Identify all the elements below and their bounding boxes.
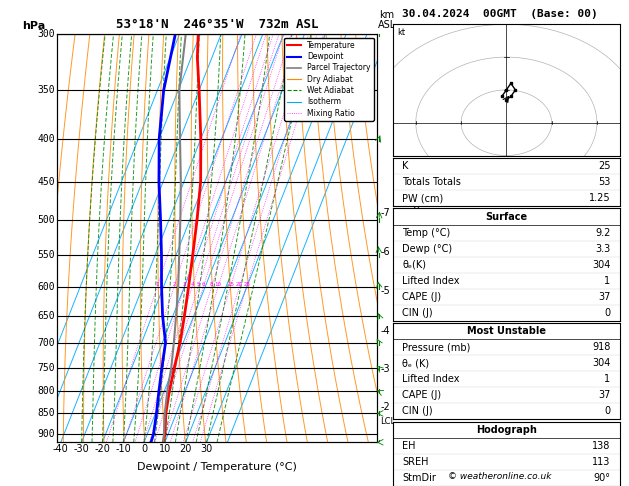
Text: EH: EH [402, 441, 416, 451]
Text: -5: -5 [381, 286, 391, 296]
Text: 500: 500 [37, 215, 55, 225]
Text: SREH: SREH [402, 457, 429, 467]
Text: CAPE (J): CAPE (J) [402, 292, 442, 302]
Text: 400: 400 [37, 134, 55, 144]
Title: 53°18'N  246°35'W  732m ASL: 53°18'N 246°35'W 732m ASL [116, 18, 318, 32]
Text: Lifted Index: Lifted Index [402, 374, 460, 384]
Text: 550: 550 [37, 250, 55, 260]
Text: 1: 1 [155, 281, 159, 287]
Text: 350: 350 [37, 85, 55, 95]
Text: 300: 300 [37, 29, 55, 39]
Text: -10: -10 [115, 444, 131, 454]
Text: 750: 750 [37, 363, 55, 373]
Text: -40: -40 [53, 444, 69, 454]
Text: 138: 138 [592, 441, 611, 451]
Text: -2: -2 [381, 402, 391, 413]
Text: © weatheronline.co.uk: © weatheronline.co.uk [448, 472, 552, 481]
Text: Lifted Index: Lifted Index [402, 276, 460, 286]
Text: Pressure (mb): Pressure (mb) [402, 342, 470, 352]
Legend: Temperature, Dewpoint, Parcel Trajectory, Dry Adiabat, Wet Adiabat, Isotherm, Mi: Temperature, Dewpoint, Parcel Trajectory… [284, 38, 374, 121]
Text: 9.2: 9.2 [595, 227, 611, 238]
Text: -7: -7 [381, 208, 391, 218]
Text: PW (cm): PW (cm) [402, 193, 443, 203]
Text: 6: 6 [202, 281, 205, 287]
Text: 0: 0 [604, 308, 611, 318]
Text: 37: 37 [598, 390, 611, 400]
Text: Temp (°C): Temp (°C) [402, 227, 450, 238]
Text: 700: 700 [37, 338, 55, 347]
Text: km
ASL: km ASL [378, 10, 396, 30]
Text: -20: -20 [94, 444, 110, 454]
Text: 30: 30 [201, 444, 213, 454]
Text: Dewp (°C): Dewp (°C) [402, 243, 452, 254]
Text: 850: 850 [37, 408, 55, 418]
Text: K: K [402, 161, 409, 171]
Text: -30: -30 [74, 444, 89, 454]
Text: 90°: 90° [594, 473, 611, 483]
Text: 53: 53 [598, 177, 611, 187]
Text: 8: 8 [210, 281, 213, 287]
Text: 20: 20 [179, 444, 192, 454]
Text: 30.04.2024  00GMT  (Base: 00): 30.04.2024 00GMT (Base: 00) [402, 9, 598, 19]
Text: 1.25: 1.25 [589, 193, 611, 203]
Text: CIN (J): CIN (J) [402, 308, 433, 318]
Text: kt: kt [398, 28, 406, 37]
Text: 15: 15 [227, 281, 234, 287]
Text: 3.3: 3.3 [595, 243, 611, 254]
Text: 4: 4 [191, 281, 194, 287]
Text: Mixing Ratio (g/kg): Mixing Ratio (g/kg) [411, 195, 420, 281]
Text: Most Unstable: Most Unstable [467, 326, 546, 336]
Text: 450: 450 [37, 177, 55, 187]
Text: LCL: LCL [381, 417, 396, 426]
Text: 0: 0 [604, 406, 611, 417]
Text: 0: 0 [141, 444, 147, 454]
Text: 37: 37 [598, 292, 611, 302]
Text: 3: 3 [183, 281, 186, 287]
Text: 650: 650 [37, 311, 55, 321]
Text: 20: 20 [236, 281, 243, 287]
Text: hPa: hPa [22, 21, 45, 31]
Text: 10: 10 [214, 281, 222, 287]
Text: CAPE (J): CAPE (J) [402, 390, 442, 400]
Text: θₑ (K): θₑ (K) [402, 358, 430, 368]
Text: 900: 900 [37, 429, 55, 439]
Text: θₑ(K): θₑ(K) [402, 260, 426, 270]
X-axis label: Dewpoint / Temperature (°C): Dewpoint / Temperature (°C) [137, 462, 297, 472]
Text: 304: 304 [592, 358, 611, 368]
Text: 10: 10 [159, 444, 171, 454]
Text: Surface: Surface [486, 211, 527, 222]
Text: 25: 25 [598, 161, 611, 171]
Text: Totals Totals: Totals Totals [402, 177, 461, 187]
Text: 1: 1 [604, 276, 611, 286]
Text: 25: 25 [243, 281, 250, 287]
Text: 918: 918 [592, 342, 611, 352]
Text: -6: -6 [381, 247, 390, 257]
Text: 5: 5 [197, 281, 200, 287]
Text: 304: 304 [592, 260, 611, 270]
Text: Hodograph: Hodograph [476, 425, 537, 435]
Text: StmDir: StmDir [402, 473, 436, 483]
Text: -4: -4 [381, 326, 390, 335]
Text: 113: 113 [592, 457, 611, 467]
Text: 2: 2 [172, 281, 176, 287]
Text: 800: 800 [37, 386, 55, 397]
Text: 1: 1 [604, 374, 611, 384]
Text: CIN (J): CIN (J) [402, 406, 433, 417]
Text: 600: 600 [37, 281, 55, 292]
Text: -3: -3 [381, 364, 390, 374]
